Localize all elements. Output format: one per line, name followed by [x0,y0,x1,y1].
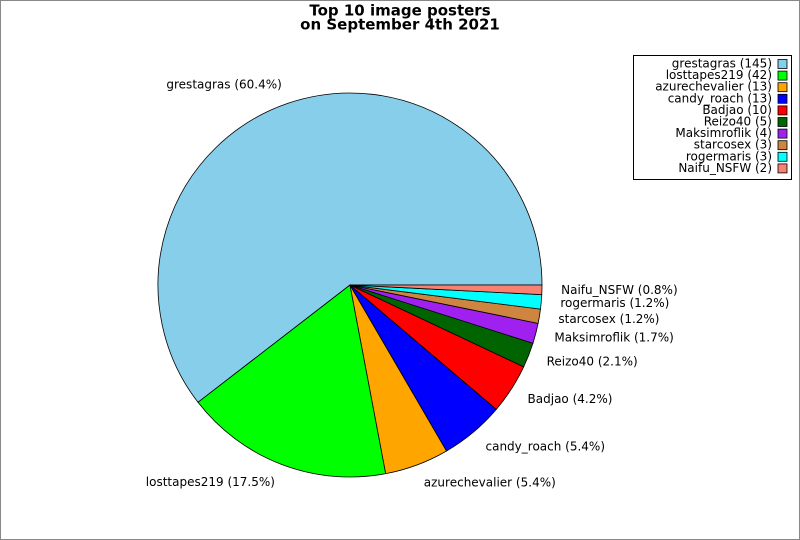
legend-label: candy_roach (13) [668,91,772,105]
legend-swatch [777,59,788,69]
slice-label: starcosex (1.2%) [558,312,659,326]
slice-label: Reizo40 (2.1%) [547,355,638,369]
pie-slice [197,284,387,478]
legend-label: Maksimroflik (4) [675,126,772,140]
chart-title: Top 10 image posters [309,2,490,20]
legend-label: Naifu_NSFW (2) [678,161,772,175]
legend-label: rogermaris (3) [686,149,772,163]
slice-label: rogermaris (1.2%) [560,296,669,310]
chart-title: on September 4th 2021 [300,16,500,34]
legend-swatch [777,151,788,162]
legend-label: azurechevalier (13) [655,80,772,94]
legend-label: Reizo40 (5) [704,115,772,129]
legend-swatch [777,82,788,93]
legend-swatch [777,140,788,151]
legend-label: grestagras (145) [672,57,772,71]
legend-swatch [777,105,788,116]
legend-label: Badjao (10) [702,103,772,117]
legend-box [633,55,792,180]
legend-label: losttapes219 (42) [666,68,772,82]
slice-label: Badjao (4.2%) [528,392,613,406]
pie-slice [349,284,543,296]
pie-slice [157,92,543,403]
slice-label: grestagras (60.4%) [166,78,281,92]
slice-label: Maksimroflik (1.7%) [554,331,673,345]
legend-swatch [777,70,788,81]
slice-label: azurechevalier (5.4%) [424,475,556,489]
slice-label: losttapes219 (17.5%) [146,475,275,489]
slice-label: Naifu_NSFW (0.8%) [561,283,678,297]
legend-swatch [777,128,788,139]
legend-label: starcosex (3) [694,138,772,152]
slice-label: candy_roach (5.4%) [486,440,606,454]
legend-swatch [777,93,788,104]
legend-swatch [777,163,788,174]
legend-swatch [777,117,788,127]
